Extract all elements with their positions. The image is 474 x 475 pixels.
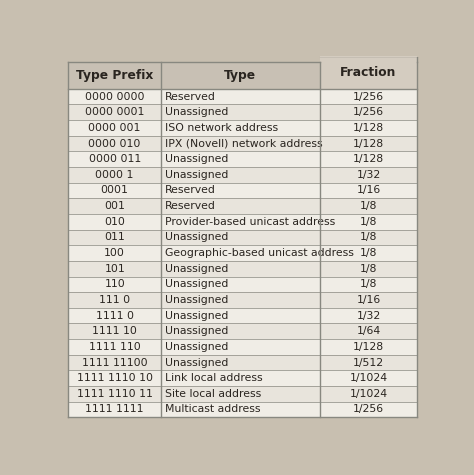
Text: ISO network address: ISO network address xyxy=(165,123,278,133)
Text: 010: 010 xyxy=(104,217,125,227)
Text: 1111 0: 1111 0 xyxy=(96,311,134,321)
Text: Unassigned: Unassigned xyxy=(165,326,228,336)
Bar xyxy=(68,167,418,183)
Text: 1111 11100: 1111 11100 xyxy=(82,358,147,368)
Text: 1/1024: 1/1024 xyxy=(349,373,388,383)
Text: Unassigned: Unassigned xyxy=(165,264,228,274)
Text: 1/128: 1/128 xyxy=(353,123,384,133)
Bar xyxy=(68,120,418,136)
Bar xyxy=(68,183,418,198)
Text: Site local address: Site local address xyxy=(165,389,262,399)
Bar xyxy=(68,339,418,355)
Text: Unassigned: Unassigned xyxy=(165,170,228,180)
Bar xyxy=(319,56,418,89)
Text: Unassigned: Unassigned xyxy=(165,295,228,305)
Text: 1/32: 1/32 xyxy=(356,170,381,180)
Text: Provider-based unicast address: Provider-based unicast address xyxy=(165,217,336,227)
Text: 1/16: 1/16 xyxy=(356,185,381,196)
Text: Link local address: Link local address xyxy=(165,373,263,383)
Text: 1/8: 1/8 xyxy=(360,217,377,227)
Text: 1/8: 1/8 xyxy=(360,201,377,211)
Text: 110: 110 xyxy=(104,279,125,289)
Text: 101: 101 xyxy=(104,264,125,274)
Bar xyxy=(68,89,418,104)
Text: 1/128: 1/128 xyxy=(353,139,384,149)
Text: 1/256: 1/256 xyxy=(353,107,384,117)
Bar xyxy=(68,63,161,89)
Text: Type: Type xyxy=(224,69,256,82)
Bar xyxy=(68,214,418,229)
Text: Multicast address: Multicast address xyxy=(165,404,261,415)
Text: Unassigned: Unassigned xyxy=(165,107,228,117)
Text: Unassigned: Unassigned xyxy=(165,358,228,368)
Bar xyxy=(68,261,418,276)
Bar xyxy=(68,104,418,120)
Bar xyxy=(161,63,319,89)
Text: 1/8: 1/8 xyxy=(360,232,377,242)
Text: 1111 110: 1111 110 xyxy=(89,342,141,352)
Bar xyxy=(68,402,418,417)
Text: Unassigned: Unassigned xyxy=(165,154,228,164)
Text: Geographic-based unicast address: Geographic-based unicast address xyxy=(165,248,354,258)
Text: 011: 011 xyxy=(104,232,125,242)
Bar xyxy=(68,152,418,167)
Text: 0001: 0001 xyxy=(101,185,128,196)
Text: IPX (Novell) network address: IPX (Novell) network address xyxy=(165,139,323,149)
Bar xyxy=(68,370,418,386)
Text: 100: 100 xyxy=(104,248,125,258)
Bar xyxy=(68,292,418,308)
Bar xyxy=(68,136,418,152)
Text: 1/8: 1/8 xyxy=(360,279,377,289)
Text: 0000 0000: 0000 0000 xyxy=(85,92,145,102)
Text: 1111 1110 11: 1111 1110 11 xyxy=(77,389,153,399)
Text: Reserved: Reserved xyxy=(165,92,216,102)
Text: Unassigned: Unassigned xyxy=(165,232,228,242)
Text: Reserved: Reserved xyxy=(165,185,216,196)
Text: 1/16: 1/16 xyxy=(356,295,381,305)
Text: 001: 001 xyxy=(104,201,125,211)
Text: 1/256: 1/256 xyxy=(353,92,384,102)
Text: 1/256: 1/256 xyxy=(353,404,384,415)
Text: 1111 1110 10: 1111 1110 10 xyxy=(77,373,153,383)
Text: 0000 0001: 0000 0001 xyxy=(85,107,145,117)
Bar xyxy=(68,308,418,323)
Text: 1/128: 1/128 xyxy=(353,342,384,352)
Text: Reserved: Reserved xyxy=(165,201,216,211)
Text: 111 0: 111 0 xyxy=(99,295,130,305)
Bar xyxy=(68,198,418,214)
Bar xyxy=(68,386,418,402)
Text: 1111 10: 1111 10 xyxy=(92,326,137,336)
Bar xyxy=(68,323,418,339)
Text: Unassigned: Unassigned xyxy=(165,311,228,321)
Text: 0000 011: 0000 011 xyxy=(89,154,141,164)
Text: 1/512: 1/512 xyxy=(353,358,384,368)
Text: 1/64: 1/64 xyxy=(356,326,381,336)
Text: Fraction: Fraction xyxy=(340,66,397,79)
Text: 0000 010: 0000 010 xyxy=(89,139,141,149)
Text: 0000 1: 0000 1 xyxy=(95,170,134,180)
Text: Type Prefix: Type Prefix xyxy=(76,69,153,82)
Text: 1/8: 1/8 xyxy=(360,248,377,258)
Bar xyxy=(68,229,418,245)
Text: Unassigned: Unassigned xyxy=(165,342,228,352)
Bar xyxy=(68,276,418,292)
Bar xyxy=(68,245,418,261)
Text: 1/32: 1/32 xyxy=(356,311,381,321)
Text: 1/8: 1/8 xyxy=(360,264,377,274)
Text: 0000 001: 0000 001 xyxy=(89,123,141,133)
Text: 1111 1111: 1111 1111 xyxy=(85,404,144,415)
Text: 1/128: 1/128 xyxy=(353,154,384,164)
Bar xyxy=(68,355,418,370)
Text: Unassigned: Unassigned xyxy=(165,279,228,289)
Text: 1/1024: 1/1024 xyxy=(349,389,388,399)
